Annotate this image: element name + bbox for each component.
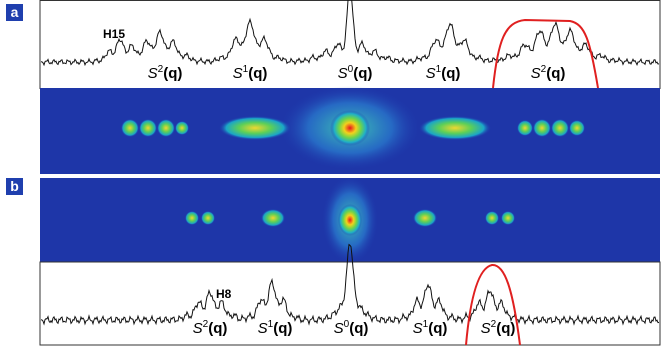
order-label: S2(q) — [193, 319, 228, 337]
peak-label: H8 — [216, 287, 232, 301]
order-label: S2(q) — [531, 64, 566, 82]
order: 2 — [541, 64, 547, 75]
panel-label: a — [11, 4, 19, 20]
panel-frame — [39, 261, 661, 346]
order-label: S1(q) — [426, 64, 461, 82]
argument: (q) — [273, 320, 292, 337]
profile-curve — [40, 0, 660, 67]
argument: (q) — [163, 65, 182, 82]
order: 0 — [344, 319, 350, 330]
order-label: S2(q) — [481, 319, 516, 337]
symbol: S — [338, 65, 348, 82]
symbol: S — [426, 65, 436, 82]
symbol: S — [258, 320, 268, 337]
window-curve — [465, 263, 521, 346]
panel-label-box — [6, 4, 23, 21]
order: 2 — [203, 319, 209, 330]
symbol: S — [193, 320, 203, 337]
order: 1 — [243, 64, 249, 75]
spots — [121, 86, 585, 264]
peak-label: H15 — [103, 27, 125, 41]
argument: (q) — [349, 320, 368, 337]
order: 0 — [348, 64, 354, 75]
order-label: S0(q) — [334, 319, 369, 337]
symbol: S — [531, 65, 541, 82]
order-label: S1(q) — [258, 319, 293, 337]
argument: (q) — [428, 320, 447, 337]
order-label: S0(q) — [338, 64, 373, 82]
window-curve — [492, 18, 599, 89]
argument: (q) — [353, 65, 372, 82]
symbol: S — [233, 65, 243, 82]
argument: (q) — [208, 320, 227, 337]
panel-label-box — [6, 178, 23, 195]
order-label: S2(q) — [148, 64, 183, 82]
order: 1 — [436, 64, 442, 75]
argument: (q) — [496, 320, 515, 337]
panel-label: b — [10, 178, 19, 194]
order: 1 — [268, 319, 274, 330]
symbol: S — [334, 320, 344, 337]
symbol: S — [413, 320, 423, 337]
panel-frame — [39, 0, 661, 89]
order-label: S1(q) — [413, 319, 448, 337]
profile-curve — [40, 243, 660, 326]
argument: (q) — [248, 65, 267, 82]
symbol: S — [148, 65, 158, 82]
order: 2 — [158, 64, 164, 75]
argument: (q) — [441, 65, 460, 82]
order-label: S1(q) — [233, 64, 268, 82]
argument: (q) — [546, 65, 565, 82]
order: 1 — [423, 319, 429, 330]
order: 2 — [491, 319, 497, 330]
symbol: S — [481, 320, 491, 337]
